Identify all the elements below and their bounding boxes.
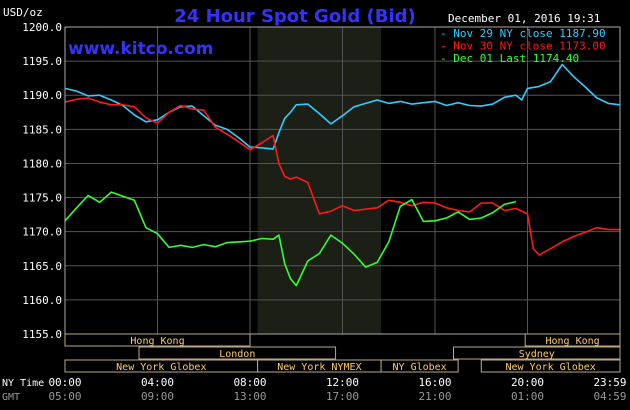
- session-box: [524, 333, 621, 347]
- market-sessions: Hong Kong Hong Kong London Sydney New York G…: [64, 333, 621, 373]
- session-label: Hong Kong: [130, 336, 184, 347]
- session-box: [64, 333, 251, 347]
- session-label: New York Globex: [116, 362, 206, 373]
- session-label: Hong Kong: [546, 336, 600, 347]
- session-label: New York Globex: [505, 362, 595, 373]
- y-tick-label: 1160.0: [22, 294, 62, 307]
- session-label: NY Globex: [393, 362, 447, 373]
- session-box: [380, 359, 459, 373]
- nymex-session-shade: [257, 27, 382, 334]
- session-box: [453, 346, 621, 360]
- session-box: [480, 359, 621, 373]
- y-tick-label: 1165.0: [22, 260, 62, 273]
- session-label: London: [219, 349, 255, 360]
- x-tick-label: 05:00: [48, 390, 81, 403]
- y-axis: 1155.0 1160.0 1165.0 1170.0 1175.0 1180.0 1185…: [22, 21, 62, 341]
- session-label: Sydney: [519, 349, 555, 360]
- x-row-label: NY Time: [2, 378, 44, 389]
- x-tick-label: 17:00: [326, 390, 359, 403]
- x-tick-label: 01:00: [511, 390, 544, 403]
- x-tick-label: 09:00: [141, 390, 174, 403]
- session-box: [138, 346, 337, 360]
- x-tick-label: 20:00: [511, 376, 544, 389]
- legend: - Nov 29 NY close 1187.90- Nov 30 NY clo…: [440, 27, 606, 65]
- x-axis: NY Time 00:00 04:00 08:00 12:00 16:00 20:00 23:…: [2, 376, 627, 403]
- y-tick-label: 1190.0: [22, 89, 62, 102]
- x-tick-label: 16:00: [418, 376, 451, 389]
- y-tick-label: 1195.0: [22, 55, 62, 68]
- x-tick-label: 12:00: [326, 376, 359, 389]
- session-shade-band: [257, 27, 382, 334]
- chart-title: 24 Hour Spot Gold (Bid): [174, 6, 415, 27]
- series-layer: [64, 63, 621, 287]
- y-tick-label: 1155.0: [22, 328, 62, 341]
- y-unit-label: USD/oz: [3, 6, 43, 19]
- y-tick-label: 1200.0: [22, 21, 62, 34]
- x-tick-label: 00:00: [48, 376, 81, 389]
- x-tick-label: 23:59: [593, 376, 626, 389]
- grid: [65, 27, 620, 334]
- session-label: New York NYMEX: [277, 362, 361, 373]
- x-tick-label: 08:00: [233, 376, 266, 389]
- legend-entry: - Dec 01 Last 1174.40: [440, 52, 579, 65]
- x-tick-label: 21:00: [418, 390, 451, 403]
- y-tick-label: 1180.0: [22, 157, 62, 170]
- series-line: [64, 97, 620, 256]
- y-tick-label: 1185.0: [22, 123, 62, 136]
- kitco-watermark: www.kitco.com: [68, 39, 213, 59]
- chart-date: December 01, 2016 19:31: [448, 12, 600, 25]
- x-tick-label: 13:00: [233, 390, 266, 403]
- x-tick-label: 04:00: [141, 376, 174, 389]
- legend-entry: - Nov 30 NY close 1173.00: [440, 40, 606, 53]
- plot-frame: [64, 26, 621, 335]
- series-line: [64, 191, 517, 287]
- legend-entry: - Nov 29 NY close 1187.90: [440, 27, 606, 40]
- series-line: [64, 63, 621, 150]
- y-tick-label: 1170.0: [22, 226, 62, 239]
- y-tick-label: 1175.0: [22, 192, 62, 205]
- x-tick-label: 04:59: [593, 390, 626, 403]
- x-row-label: GMT: [2, 392, 20, 403]
